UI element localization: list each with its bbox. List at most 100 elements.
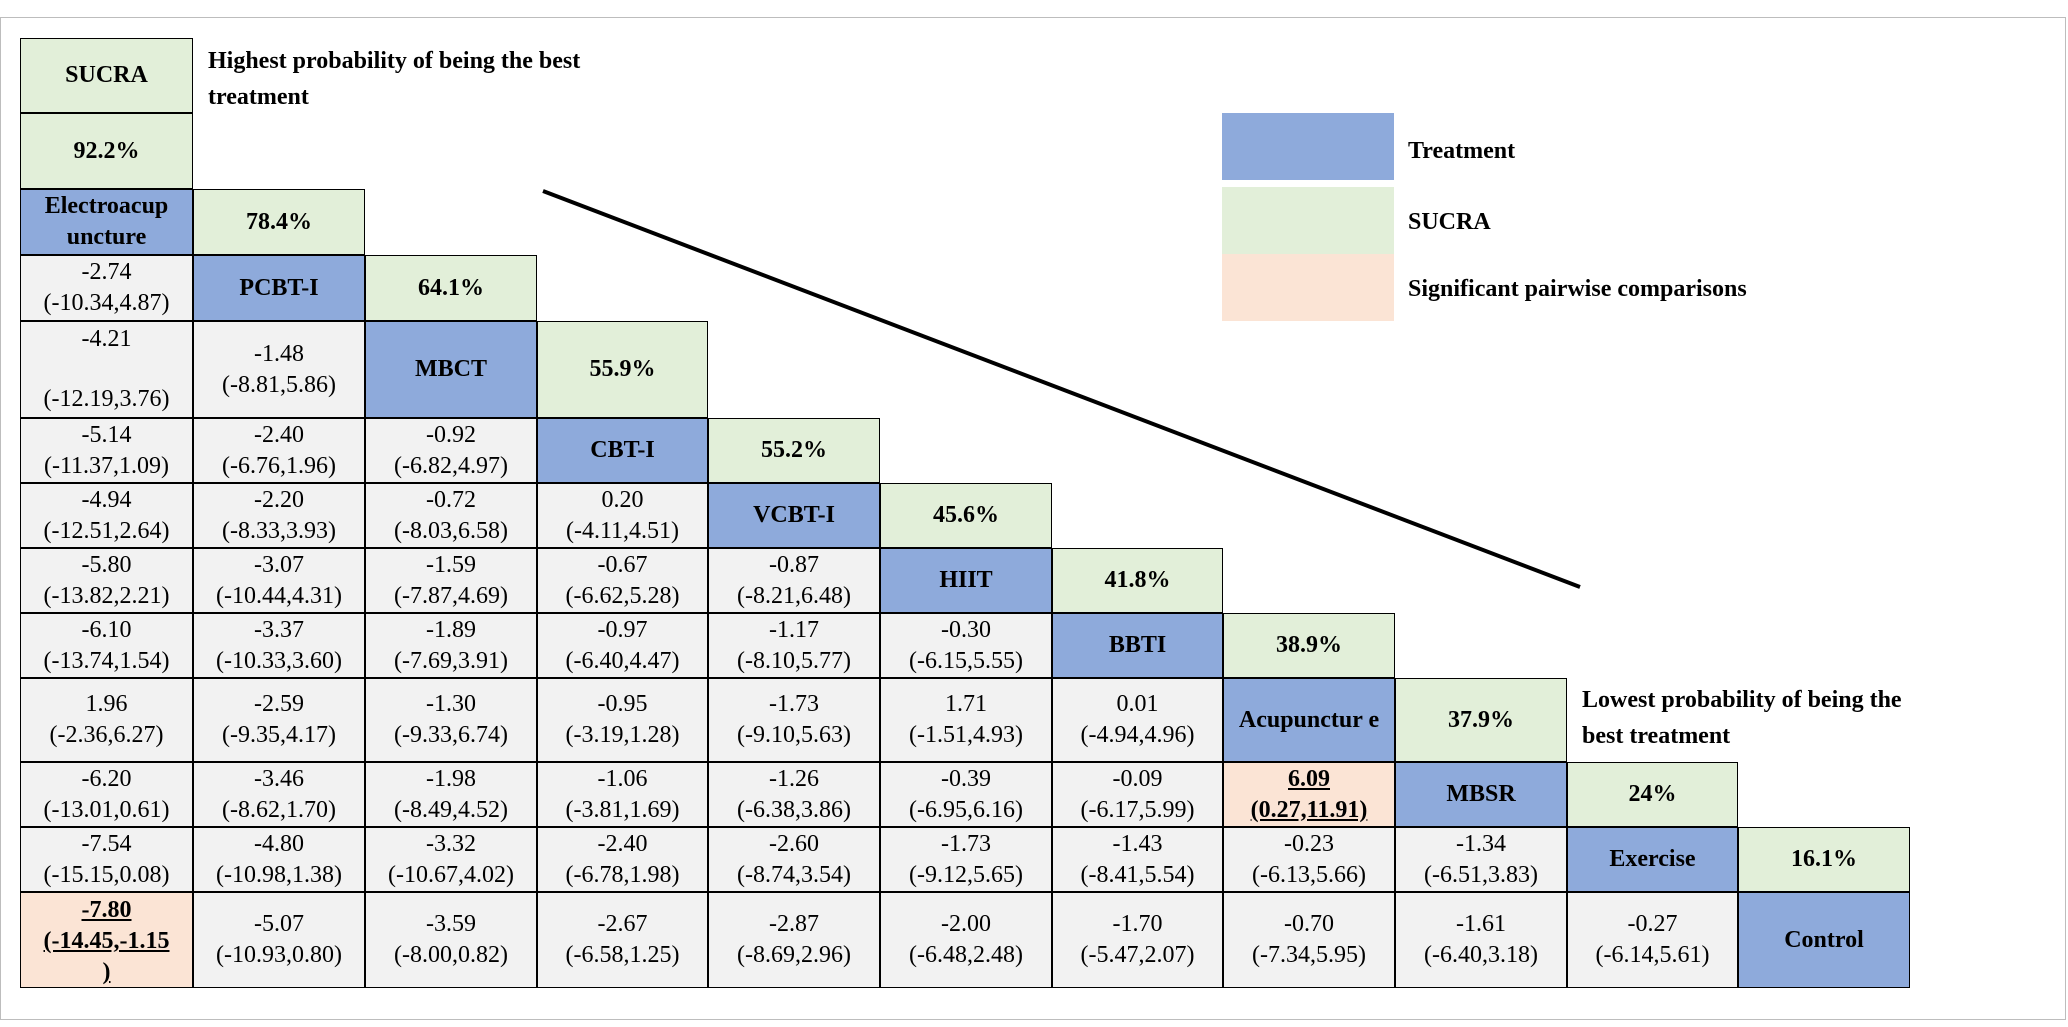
treatment-cell-exercise: Exercise	[1567, 827, 1738, 892]
comparison-estimate: -3.46	[254, 765, 304, 792]
comparison-cell: -0.30 (-6.15,5.55)	[880, 613, 1052, 678]
comparison-estimate: -5.80	[81, 551, 132, 578]
comparison-estimate: -0.72	[426, 486, 476, 513]
comparison-estimate: -1.73	[941, 830, 991, 857]
comparison-estimate: -0.97	[597, 616, 648, 643]
comparison-estimate: -3.59	[426, 911, 476, 937]
comparison-cell: -0.39 (-6.95,6.16)	[880, 762, 1052, 827]
sucra-cell-mbsr: 37.9%	[1395, 678, 1567, 762]
comparison-interval: (0.27,11.91)	[1250, 796, 1368, 823]
comparison-estimate: -1.48	[254, 340, 304, 367]
treatment-cell-pcbt-i: PCBT-I	[193, 255, 365, 321]
comparison-interval: (-12.19,3.76)	[43, 386, 170, 412]
comparison-estimate: -3.37	[254, 616, 304, 643]
comparison-estimate: -3.07	[254, 551, 304, 578]
treatment-cell-hiit: HIIT	[880, 548, 1052, 613]
comparison-estimate: -0.27	[1627, 911, 1678, 937]
comparison-estimate: -3.32	[426, 830, 476, 857]
figure-frame	[0, 17, 2066, 1020]
comparison-interval: (-13.01,0.61)	[43, 796, 170, 823]
comparison-estimate: -2.60	[769, 830, 819, 857]
comparison-estimate: -1.73	[769, 691, 819, 717]
comparison-interval: (-10.44,4.31)	[216, 582, 342, 609]
sucra-header-cell: SUCRA	[20, 38, 193, 113]
comparison-cell: -0.92 (-6.82,4.97)	[365, 418, 537, 483]
comparison-estimate: -4.80	[254, 830, 304, 857]
comparison-interval: (-6.38,3.86)	[737, 796, 851, 823]
comparison-cell: -1.30 (-9.33,6.74)	[365, 678, 537, 762]
comparison-cell: -1.61 (-6.40,3.18)	[1395, 892, 1567, 988]
comparison-estimate: -5.14	[81, 421, 132, 448]
comparison-cell: -0.95 (-3.19,1.28)	[537, 678, 708, 762]
comparison-interval: (-6.14,5.61)	[1595, 942, 1710, 968]
comparison-interval: (-9.35,4.17)	[222, 722, 336, 748]
comparison-interval: (-6.40,3.18)	[1424, 942, 1538, 968]
comparison-cell: -2.40 (-6.76,1.96)	[193, 418, 365, 483]
comparison-estimate: -1.26	[769, 765, 819, 792]
comparison-estimate: -6.20	[81, 765, 132, 792]
comparison-cell: -1.70 (-5.47,2.07)	[1052, 892, 1223, 988]
comparison-cell: -3.07 (-10.44,4.31)	[193, 548, 365, 613]
sucra-cell-pcbt-i: 78.4%	[193, 189, 365, 255]
legend-significant-label: Significant pairwise comparisons	[1408, 276, 1747, 302]
treatment-cell-electroacupuncture: Electroacup uncture	[20, 189, 193, 255]
comparison-estimate: -1.59	[426, 551, 476, 578]
comparison-cell: -5.80 (-13.82,2.21)	[20, 548, 193, 613]
comparison-estimate: -2.40	[254, 421, 304, 448]
sucra-cell-bbti: 41.8%	[1052, 548, 1223, 613]
comparison-estimate: -2.40	[597, 830, 648, 857]
comparison-cell: -3.32 (-10.67,4.02)	[365, 827, 537, 892]
treatment-cell-bbti: BBTI	[1052, 613, 1223, 678]
comparison-interval: (-10.34,4.87)	[43, 290, 170, 316]
comparison-estimate: -4.21	[81, 326, 132, 352]
comparison-interval: (-6.17,5.99)	[1080, 796, 1195, 823]
comparison-estimate: -1.30	[426, 691, 476, 717]
comparison-cell: -1.06 (-3.81,1.69)	[537, 762, 708, 827]
treatment-cell-vcbt-i: VCBT-I	[708, 483, 880, 548]
comparison-interval: (-7.69,3.91)	[394, 647, 508, 674]
treatment-cell-mbct: MBCT	[365, 321, 537, 418]
comparison-interval: (-10.98,1.38)	[216, 861, 342, 888]
comparison-estimate: -2.20	[254, 486, 304, 513]
comparison-interval: (-6.78,1.98)	[565, 861, 680, 888]
comparison-interval: (-6.76,1.96)	[222, 452, 336, 479]
comparison-estimate: -1.43	[1112, 830, 1163, 857]
comparison-interval: (-6.13,5.66)	[1252, 861, 1366, 888]
comparison-estimate: -1.06	[597, 765, 648, 792]
sucra-cell-acupuncture: 38.9%	[1223, 613, 1395, 678]
highest-probability-note: Highest probability of being the best tr…	[208, 48, 581, 110]
comparison-interval: (-8.21,6.48)	[737, 582, 851, 609]
legend-sucra-swatch	[1222, 187, 1394, 254]
comparison-interval: (-6.82,4.97)	[394, 452, 508, 479]
comparison-estimate: -0.67	[597, 551, 648, 578]
comparison-interval: (-14.45,-1.15	[43, 928, 170, 954]
comparison-cell: -1.73 (-9.10,5.63)	[708, 678, 880, 762]
comparison-estimate: -7.54	[81, 830, 132, 857]
comparison-cell: -2.20 (-8.33,3.93)	[193, 483, 365, 548]
comparison-cell: -3.37 (-10.33,3.60)	[193, 613, 365, 678]
comparison-interval: (-11.37,1.09)	[43, 452, 170, 479]
comparison-estimate: -0.23	[1284, 830, 1334, 857]
comparison-estimate: -5.07	[254, 911, 304, 937]
comparison-cell: -0.72 (-8.03,6.58)	[365, 483, 537, 548]
comparison-interval: (-13.82,2.21)	[43, 582, 170, 609]
comparison-interval: (-6.51,3.83)	[1424, 861, 1538, 888]
comparison-interval: (-1.51,4.93)	[909, 722, 1023, 748]
comparison-interval: (-8.33,3.93)	[222, 517, 336, 544]
comparison-cell: -2.87 (-8.69,2.96)	[708, 892, 880, 988]
sucra-cell-cbt-i: 55.9%	[537, 321, 708, 418]
comparison-estimate: -6.10	[81, 616, 132, 643]
comparison-interval: (-9.12,5.65)	[909, 861, 1023, 888]
comparison-cell: -1.98 (-8.49,4.52)	[365, 762, 537, 827]
comparison-estimate: 1.71	[945, 691, 987, 717]
comparison-estimate: -7.80	[81, 897, 132, 923]
sucra-cell-control: 16.1%	[1738, 827, 1910, 892]
comparison-estimate: -0.87	[769, 551, 819, 578]
comparison-interval: (-6.58,1.25)	[565, 942, 680, 968]
comparison-cell: 0.20 (-4.11,4.51)	[537, 483, 708, 548]
comparison-estimate: -0.30	[941, 616, 991, 643]
comparison-interval: (-8.00,0.82)	[394, 942, 508, 968]
comparison-cell: -2.60 (-8.74,3.54)	[708, 827, 880, 892]
legend-treatment-swatch	[1222, 113, 1394, 180]
comparison-cell: -0.23 (-6.13,5.66)	[1223, 827, 1395, 892]
